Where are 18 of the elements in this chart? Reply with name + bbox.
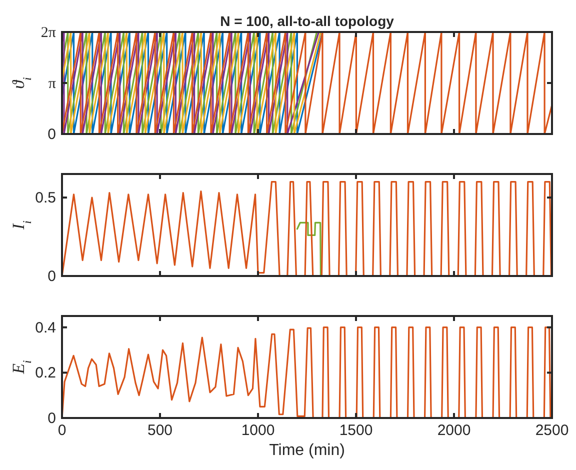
y-tick-label: 0.5	[35, 190, 56, 207]
line-series	[296, 222, 322, 276]
y-tick-label: 0	[48, 126, 56, 143]
x-tick-label: 1500	[339, 422, 373, 439]
y-tick-label: 0.2	[35, 364, 56, 382]
x-tick-label: 500	[147, 422, 173, 439]
x-axis-title: Time (min)	[269, 442, 345, 459]
chart-title: N = 100, all-to-all topology	[220, 13, 394, 29]
y-tick-label: 2π	[40, 25, 56, 41]
y-tick-label: 0	[48, 410, 56, 427]
y-tick-label: 0	[48, 268, 56, 285]
y-tick-label: π	[48, 76, 56, 92]
x-tick-label: 1000	[241, 422, 275, 439]
x-tick-label: 2000	[437, 422, 471, 439]
line-series	[62, 326, 552, 418]
x-tick-label: 2500	[535, 422, 569, 439]
y-tick-label: 0.4	[35, 319, 56, 336]
line-series	[62, 181, 552, 276]
